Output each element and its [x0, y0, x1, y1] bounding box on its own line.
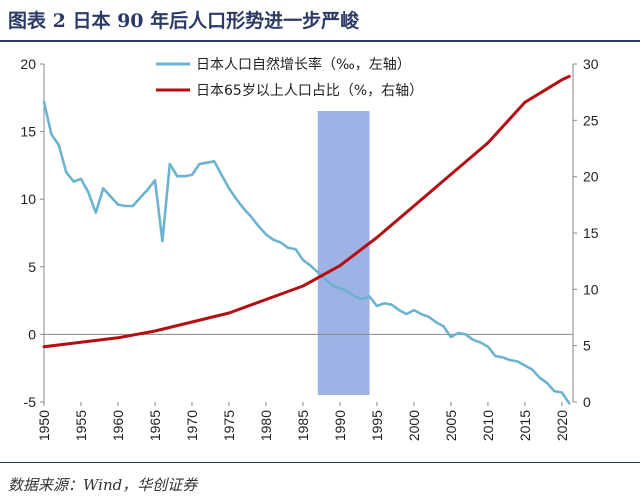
left-tick-label: 5 [28, 259, 36, 275]
chart-title: 图表 2 日本 90 年后人口形势进一步严峻 [8, 10, 360, 32]
x-tick-label: 2010 [480, 410, 496, 441]
left-tick-label: -5 [24, 394, 37, 410]
x-tick-label: 1980 [258, 410, 274, 441]
x-tick-label: 2015 [517, 410, 533, 441]
right-tick-label: 25 [583, 112, 599, 128]
x-tick-label: 1955 [73, 410, 89, 441]
left-tick-label: 15 [20, 124, 36, 140]
growth-rate-line [42, 100, 571, 405]
legend-entry: 日本65岁以上人口占比（%，右轴） [196, 83, 423, 99]
highlight-band [317, 111, 370, 395]
left-tick-label: 20 [20, 56, 36, 72]
x-tick-label: 2000 [406, 410, 422, 441]
x-tick-label: 1965 [147, 410, 163, 441]
x-tick-label: 1990 [332, 410, 348, 441]
source-note: 数据来源：Wind，华创证券 [8, 476, 198, 494]
x-tick-label: 1975 [221, 410, 237, 441]
source-divider [0, 462, 640, 463]
right-tick-label: 0 [583, 394, 591, 410]
aged-share-line [42, 74, 571, 349]
left-tick-label: 0 [28, 326, 36, 342]
x-tick-label: 2020 [554, 410, 570, 441]
x-tick-label: 1970 [184, 410, 200, 441]
left-tick-label: 10 [20, 191, 36, 207]
x-tick-label: 2005 [443, 410, 459, 441]
right-tick-label: 15 [583, 225, 599, 241]
x-tick-label: 1985 [295, 410, 311, 441]
right-tick-label: 30 [583, 56, 599, 72]
right-tick-label: 10 [583, 281, 599, 297]
title-divider [0, 40, 640, 42]
right-tick-label: 5 [583, 338, 591, 354]
x-tick-label: 1995 [369, 410, 385, 441]
x-tick-label: 1960 [110, 410, 126, 441]
right-tick-label: 20 [583, 169, 599, 185]
x-tick-label: 1950 [36, 410, 52, 441]
legend-entry: 日本人口自然增长率（‰，左轴） [196, 56, 411, 73]
